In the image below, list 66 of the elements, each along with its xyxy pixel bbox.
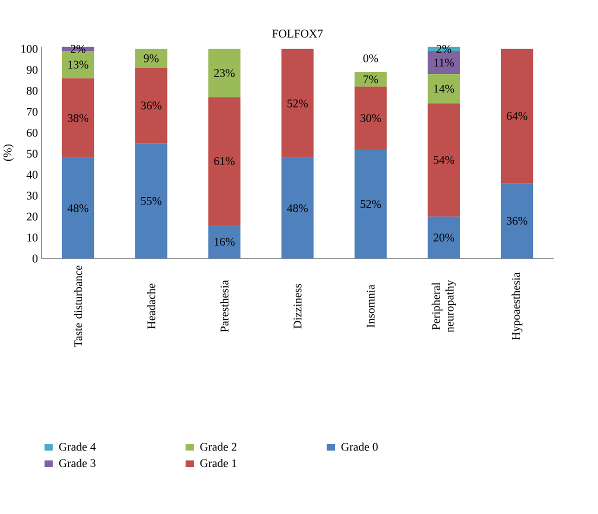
data-label: 64% xyxy=(506,112,528,120)
y-tick-label: 0 xyxy=(32,254,38,262)
y-tick-label: 90 xyxy=(26,66,38,74)
data-label: 52% xyxy=(360,200,381,208)
legend-label: Grade 4 xyxy=(59,442,96,451)
data-label: 54% xyxy=(434,156,454,164)
x-tick-label: Taste disturbance xyxy=(74,266,82,347)
data-label: 9% xyxy=(144,54,159,62)
data-label: 48% xyxy=(68,204,88,212)
x-tick-label: Hypoaesthesia xyxy=(512,272,522,340)
y-tick-label: 30 xyxy=(26,192,38,200)
x-tick-label: Paresthesia xyxy=(220,280,228,332)
bar xyxy=(281,48,314,158)
data-label: 14% xyxy=(434,84,454,93)
legend-label: Grade 2 xyxy=(200,442,236,451)
bar xyxy=(428,216,460,258)
y-tick-label: 50 xyxy=(26,150,38,158)
y-tick-label: 20 xyxy=(26,212,38,220)
bar xyxy=(62,158,94,258)
data-label: 0% xyxy=(363,54,378,62)
y-tick-label: 80 xyxy=(26,86,38,95)
y-tick-label: 60 xyxy=(26,128,38,137)
y-axis-title: (%) xyxy=(3,144,14,161)
bar xyxy=(354,149,387,258)
bar xyxy=(135,48,168,68)
data-label: 30% xyxy=(360,114,381,122)
chart-title: FOLFOX7 xyxy=(272,30,323,38)
x-tick-label: Insomnia xyxy=(366,284,375,328)
legend-label: Grade 1 xyxy=(200,458,236,468)
y-tick-label: 10 xyxy=(27,234,38,242)
bar xyxy=(354,86,387,150)
bar xyxy=(428,74,460,104)
bar xyxy=(500,183,534,258)
x-tick-label: Headache xyxy=(147,284,156,329)
data-label: 20% xyxy=(434,234,454,242)
data-label: 11% xyxy=(434,58,454,66)
bar xyxy=(208,224,240,258)
bar xyxy=(135,143,168,258)
data-label: 2% xyxy=(436,44,452,53)
bar xyxy=(428,103,460,217)
bar xyxy=(281,158,314,258)
bar xyxy=(62,78,94,158)
data-label: 16% xyxy=(214,238,235,246)
bar xyxy=(208,97,240,225)
legend-label: Grade 3 xyxy=(59,458,96,468)
x-tick-label: Peripheral neuropathy xyxy=(432,280,456,332)
bar xyxy=(354,72,387,87)
data-label: 36% xyxy=(506,216,528,225)
y-tick-label: 70 xyxy=(27,108,38,116)
data-label: 36% xyxy=(141,101,162,110)
data-label: 23% xyxy=(214,69,235,77)
bar xyxy=(500,48,534,184)
data-label: 7% xyxy=(364,75,378,84)
data-label: 55% xyxy=(141,196,162,205)
data-label: 2% xyxy=(70,44,86,53)
data-label: 38% xyxy=(68,114,88,122)
y-tick-label: 40 xyxy=(26,170,38,179)
bar xyxy=(135,68,168,144)
y-tick-label: 100 xyxy=(22,44,38,53)
data-label: 52% xyxy=(288,99,308,108)
bar xyxy=(208,48,240,98)
data-label: 13% xyxy=(68,60,88,69)
x-tick-label: Dizziness xyxy=(294,284,302,328)
data-label: 48% xyxy=(287,204,308,212)
legend-label: Grade 0 xyxy=(341,442,378,451)
data-label: 61% xyxy=(214,157,235,165)
